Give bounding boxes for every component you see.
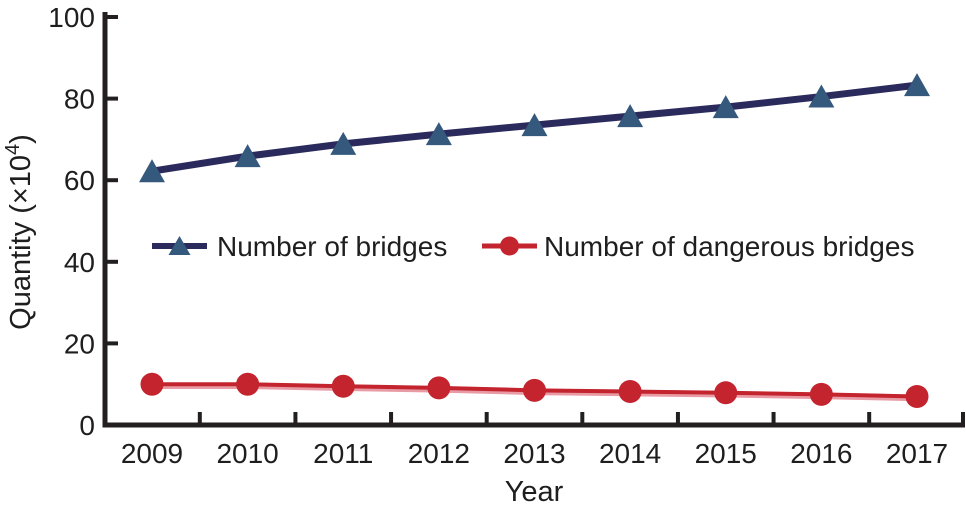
y-tick-label: 20 (64, 328, 95, 359)
axis-ticks (105, 15, 965, 424)
circle-marker (236, 372, 260, 396)
y-tick-label: 0 (79, 410, 95, 441)
y-tick-label: 80 (64, 84, 95, 115)
circle-marker (905, 384, 929, 408)
circle-marker (427, 376, 451, 400)
circle-marker (331, 374, 355, 398)
legend-circle-marker (500, 236, 519, 256)
x-tick-label: 2016 (790, 438, 852, 469)
y-tick-label: 40 (64, 247, 95, 278)
x-tick-label: 2010 (216, 438, 278, 469)
x-tick-label: 2014 (599, 438, 661, 469)
axis-tick-labels: 0 20 40 60 80 100 2009 2010 2011 2012 2013 2014 2015… (48, 2, 948, 469)
series-number-of-bridges (139, 73, 930, 183)
triangle-marker (330, 131, 357, 155)
circle-marker (714, 381, 738, 405)
circle-marker (618, 380, 642, 404)
x-axis-title: Year (505, 476, 564, 508)
x-tick-label: 2009 (121, 438, 183, 469)
triangle-marker (234, 144, 261, 168)
circle-marker (809, 382, 833, 406)
triangle-marker (904, 73, 930, 97)
triangle-marker (617, 104, 644, 128)
legend-item-number-of-dangerous-bridges: Number of dangerous bridges (482, 231, 914, 262)
triangle-marker (521, 113, 548, 137)
triangle-marker (712, 95, 739, 119)
axes (102, 12, 965, 428)
circle-marker (140, 372, 164, 396)
triangle-marker (808, 84, 835, 108)
x-tick-label: 2012 (408, 438, 470, 469)
y-tick-label: 100 (48, 2, 95, 33)
x-tick-label: 2011 (313, 438, 373, 469)
legend-label: Number of dangerous bridges (544, 231, 914, 262)
data-series (139, 73, 930, 408)
triangle-marker (425, 122, 452, 146)
x-tick-label: 2017 (886, 438, 948, 469)
legend: Number of bridges Number of dangerous bri… (152, 231, 914, 262)
x-tick-label: 2013 (503, 438, 565, 469)
y-tick-label: 60 (64, 165, 95, 196)
circle-marker (523, 378, 546, 402)
x-tick-label: 2015 (695, 438, 757, 469)
triangle-marker (139, 159, 165, 183)
legend-label: Number of bridges (217, 231, 447, 262)
y-axis-title: Quantity (×104) (2, 134, 37, 330)
legend-triangle-marker (168, 236, 191, 255)
legend-item-number-of-bridges: Number of bridges (152, 231, 447, 262)
series-number-of-dangerous-bridges (140, 372, 929, 408)
